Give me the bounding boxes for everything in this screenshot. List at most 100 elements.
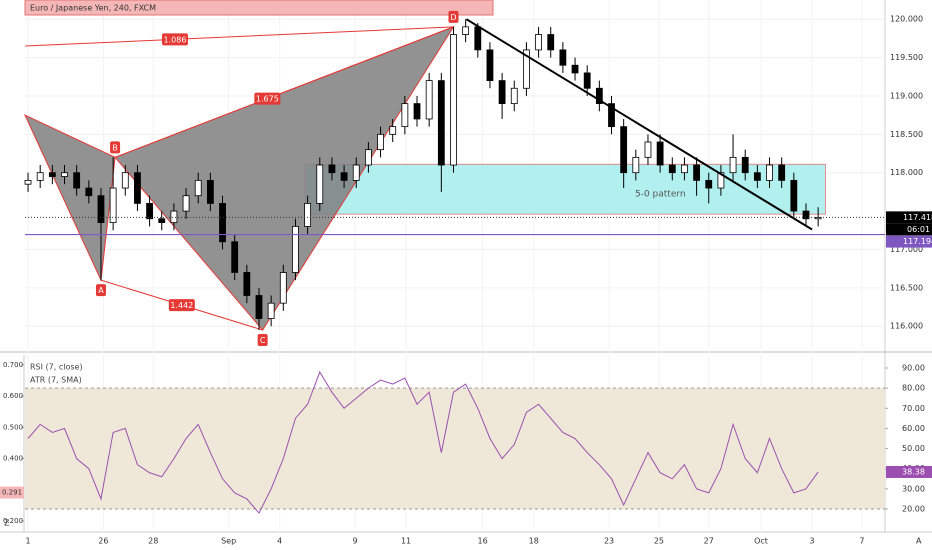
candle-body bbox=[523, 49, 530, 89]
level-tag bbox=[886, 235, 932, 248]
x-tick-label: 3 bbox=[810, 537, 815, 546]
candle-body bbox=[194, 179, 202, 197]
y2-tick-label: 20.00 bbox=[902, 504, 925, 513]
ratio-badge bbox=[161, 33, 188, 46]
y-tick-label: 0.500 bbox=[3, 423, 23, 431]
y-tick-label: 0.600 bbox=[3, 392, 23, 400]
candle-body bbox=[753, 172, 761, 181]
candle-body bbox=[425, 80, 433, 120]
candle-body bbox=[717, 172, 725, 189]
y2-tick-label: 50.00 bbox=[902, 444, 925, 453]
candle-body bbox=[705, 179, 713, 189]
legend-entry: ATR (7, SMA) bbox=[30, 376, 82, 385]
candle-body bbox=[182, 195, 190, 212]
candle-body bbox=[644, 141, 652, 158]
countdown-label: 06:01 bbox=[907, 225, 930, 234]
candle-body bbox=[547, 34, 555, 51]
candle-body bbox=[158, 218, 166, 223]
pattern-triangle bbox=[23, 114, 116, 282]
candle-body bbox=[535, 34, 542, 51]
last-price-label: 117.418 bbox=[903, 213, 932, 222]
x-tick-label: Sep bbox=[221, 537, 236, 546]
candle-body bbox=[340, 172, 348, 181]
candle-body bbox=[170, 210, 178, 223]
candle-body bbox=[778, 164, 786, 181]
candle-body bbox=[693, 164, 700, 181]
candle-body bbox=[741, 156, 749, 174]
x-tick-label: 16 bbox=[478, 537, 488, 546]
x-tick-label: 18 bbox=[529, 537, 539, 546]
candle-body bbox=[620, 126, 628, 174]
ratio-line bbox=[24, 26, 454, 47]
x-tick-label: 7 bbox=[859, 537, 864, 546]
candle-body bbox=[595, 87, 603, 105]
x-tick-label: Oct bbox=[754, 537, 768, 546]
x-tick-label: 23 bbox=[604, 537, 614, 546]
candle-body bbox=[85, 187, 93, 197]
candle-body bbox=[206, 179, 214, 204]
candle-body bbox=[571, 64, 579, 74]
candle-body bbox=[134, 172, 141, 204]
pattern-point-badge bbox=[95, 284, 106, 297]
y-tick-label: 116.500 bbox=[890, 283, 923, 292]
candle-body bbox=[814, 216, 822, 220]
candle-body bbox=[73, 172, 81, 189]
candle-body bbox=[583, 72, 591, 89]
candle-body bbox=[498, 80, 506, 105]
candle-body bbox=[97, 195, 105, 223]
x-tick-label: 28 bbox=[148, 537, 158, 546]
pattern-point-label: C bbox=[260, 336, 266, 345]
y-tick-label: 116.000 bbox=[890, 322, 923, 331]
x-tick-label: 11 bbox=[401, 537, 411, 546]
trendline bbox=[465, 18, 813, 231]
y-tick-label: 118.000 bbox=[890, 168, 923, 177]
title-box bbox=[24, 0, 494, 16]
atr-tag bbox=[0, 486, 24, 499]
candle-body bbox=[608, 103, 615, 128]
auto-scale-button[interactable]: A bbox=[916, 537, 922, 546]
y-tick-label: 0.700 bbox=[3, 361, 23, 369]
pattern-point-label: B bbox=[112, 143, 118, 152]
candle-body bbox=[668, 164, 676, 174]
y2-tick-label: 30.00 bbox=[902, 484, 925, 493]
zone-label: 5-0 pattern bbox=[635, 190, 686, 200]
candle-body bbox=[450, 34, 457, 166]
candle-body bbox=[559, 49, 567, 66]
candle-body bbox=[48, 172, 56, 177]
candle-body bbox=[389, 126, 397, 135]
value-tag-label: 38.38 bbox=[902, 467, 925, 476]
candle-body bbox=[304, 202, 312, 227]
y-tick-label: 119.000 bbox=[890, 91, 923, 100]
x-tick-label: 9 bbox=[352, 537, 357, 546]
x-tick-label: 4 bbox=[277, 537, 282, 546]
pattern-point-badge bbox=[110, 141, 121, 154]
atr-tag-label: 0.291 bbox=[2, 489, 22, 497]
ratio-label: 1.675 bbox=[256, 95, 279, 104]
ratio-label: 1.442 bbox=[170, 301, 193, 310]
candle-body bbox=[462, 26, 470, 35]
pattern-point-badge bbox=[257, 334, 268, 347]
candle-body bbox=[790, 179, 798, 212]
y-tick-label: 120.000 bbox=[890, 15, 923, 24]
pattern-point-badge bbox=[448, 10, 459, 23]
candle-body bbox=[437, 80, 445, 166]
ratio-badge bbox=[168, 299, 195, 312]
ratio-badge bbox=[254, 92, 281, 105]
candle-body bbox=[146, 202, 153, 220]
candle-body bbox=[802, 210, 810, 220]
y2-tick-label: 80.00 bbox=[902, 384, 925, 393]
candle-body bbox=[219, 202, 226, 243]
candle-body bbox=[255, 295, 263, 319]
candle-body bbox=[510, 87, 518, 105]
candle-body bbox=[352, 164, 360, 181]
y2-tick-label: 60.00 bbox=[902, 424, 925, 433]
candle-body bbox=[632, 156, 640, 174]
candle-body bbox=[474, 26, 482, 51]
candle-body bbox=[61, 172, 68, 177]
value-tag bbox=[886, 465, 932, 478]
y2-tick-label: 70.00 bbox=[902, 404, 925, 413]
candle-body bbox=[292, 226, 299, 273]
x-tick-label: 26 bbox=[98, 537, 108, 546]
